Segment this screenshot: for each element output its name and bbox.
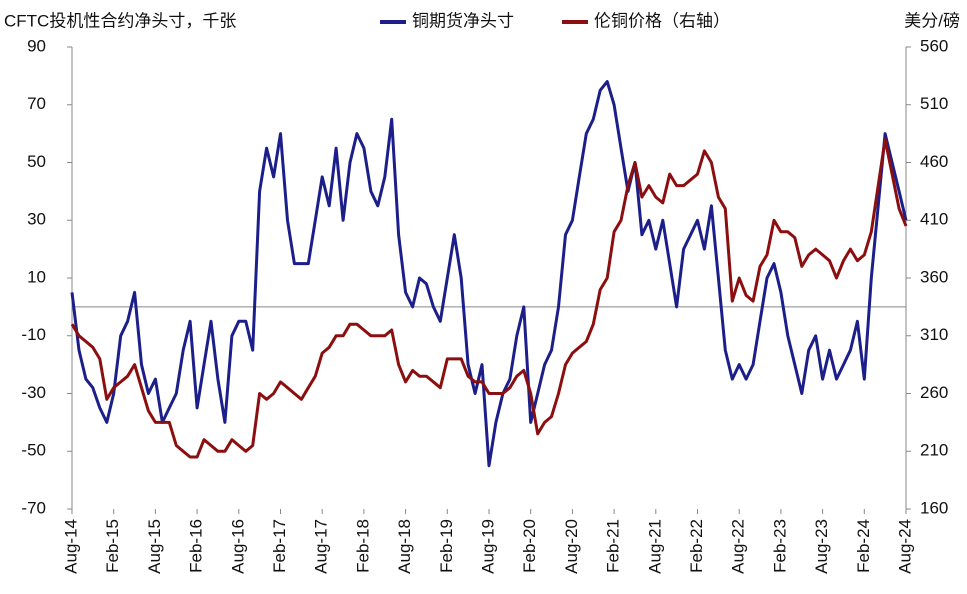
x-tick-label: Feb-21 bbox=[604, 519, 623, 573]
x-tick-label: Feb-15 bbox=[103, 519, 122, 573]
series-line bbox=[70, 80, 908, 468]
x-tick-label: Feb-22 bbox=[687, 519, 706, 573]
y-tick-label: 70 bbox=[27, 94, 46, 113]
legend-label: 铜期货净头寸 bbox=[412, 11, 514, 30]
y-tick-label: -70 bbox=[21, 498, 46, 517]
y-tick-label: -30 bbox=[21, 383, 46, 402]
y-tick-label: 90 bbox=[27, 36, 46, 55]
x-tick-label: Aug-22 bbox=[729, 519, 748, 574]
x-tick-label: Feb-16 bbox=[187, 519, 206, 573]
x-tick-label: Feb-20 bbox=[520, 519, 539, 573]
x-tick-label: Aug-24 bbox=[895, 519, 914, 574]
chart-title: CFTC投机性合约净头寸，千张 bbox=[4, 11, 236, 30]
y-tick-label: 50 bbox=[27, 152, 46, 171]
y2-tick-label: 160 bbox=[920, 498, 948, 517]
x-tick-label: Aug-14 bbox=[61, 519, 80, 574]
y-tick-label: -50 bbox=[21, 441, 46, 460]
x-tick-label: Aug-17 bbox=[312, 519, 331, 574]
x-tick-label: Feb-23 bbox=[770, 519, 789, 573]
y2-tick-label: 360 bbox=[920, 267, 948, 286]
x-tick-label: Aug-16 bbox=[228, 519, 247, 574]
x-tick-label: Feb-17 bbox=[270, 519, 289, 573]
x-tick-label: Aug-15 bbox=[145, 519, 164, 574]
x-tick-label: Feb-24 bbox=[854, 519, 873, 573]
y-tick-label: 10 bbox=[27, 267, 46, 286]
x-tick-label: Aug-18 bbox=[395, 519, 414, 574]
y2-tick-label: 460 bbox=[920, 152, 948, 171]
y-tick-label: -10 bbox=[21, 325, 46, 344]
y2-tick-label: 560 bbox=[920, 36, 948, 55]
y2-axis-label: 美分/磅 bbox=[904, 11, 960, 30]
x-tick-label: Aug-20 bbox=[562, 519, 581, 574]
y-tick-label: 30 bbox=[27, 210, 46, 229]
x-tick-label: Aug-19 bbox=[478, 519, 497, 574]
legend-label: 伦铜价格（右轴） bbox=[594, 11, 730, 30]
y2-tick-label: 410 bbox=[920, 210, 948, 229]
y2-tick-label: 210 bbox=[920, 441, 948, 460]
x-tick-label: Feb-19 bbox=[437, 519, 456, 573]
y2-tick-label: 510 bbox=[920, 94, 948, 113]
x-tick-label: Aug-21 bbox=[645, 519, 664, 574]
y2-tick-label: 310 bbox=[920, 325, 948, 344]
x-tick-label: Feb-18 bbox=[353, 519, 372, 573]
series-line bbox=[70, 137, 908, 459]
x-tick-label: Aug-23 bbox=[812, 519, 831, 574]
y2-tick-label: 260 bbox=[920, 383, 948, 402]
